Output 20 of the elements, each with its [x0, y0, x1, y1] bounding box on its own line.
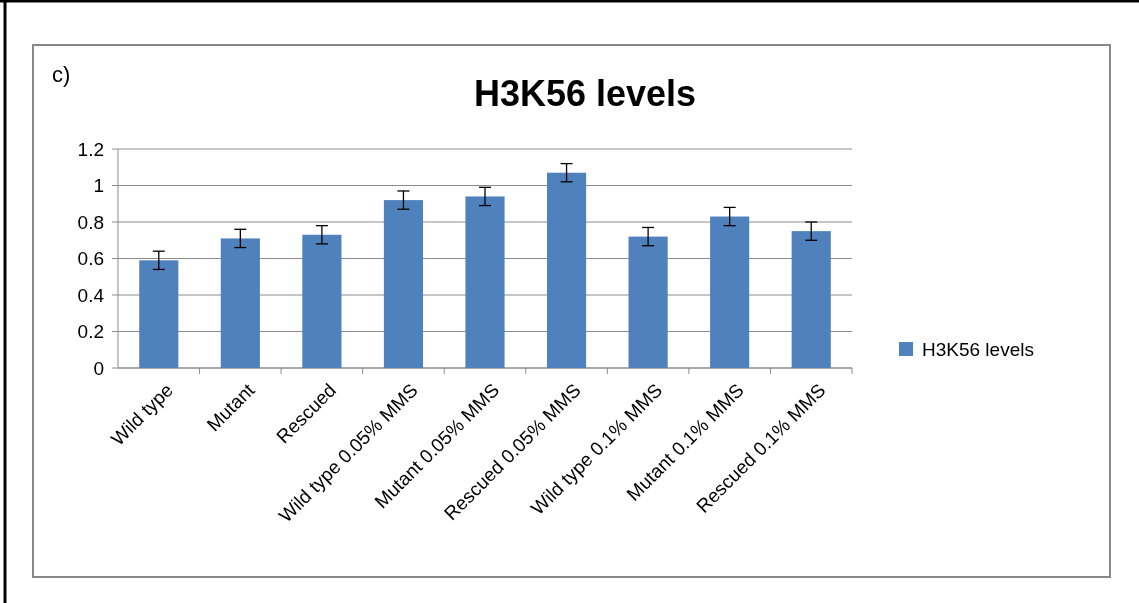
x-tick-label: Wild type	[106, 379, 178, 450]
bar	[710, 216, 750, 368]
y-tick-label: 0.4	[77, 284, 105, 306]
y-tick-label: 0.2	[77, 321, 104, 343]
bar	[139, 260, 179, 368]
bar	[220, 238, 260, 368]
y-tick-label: 1	[93, 175, 104, 197]
chart-title: H3K56 levels	[473, 73, 697, 114]
bar	[791, 231, 831, 368]
bar	[383, 200, 424, 368]
text: c)	[52, 62, 71, 87]
bar	[465, 196, 505, 368]
y-tick-label: 0.8	[77, 211, 104, 233]
bar	[546, 172, 587, 368]
legend-label: H3K56 levels	[922, 338, 1034, 360]
y-tick-label: 0.6	[77, 248, 104, 270]
bar	[628, 236, 668, 368]
bar	[302, 234, 342, 368]
y-tick-label: 0	[93, 357, 104, 379]
y-tick-label: 1.2	[77, 138, 104, 160]
